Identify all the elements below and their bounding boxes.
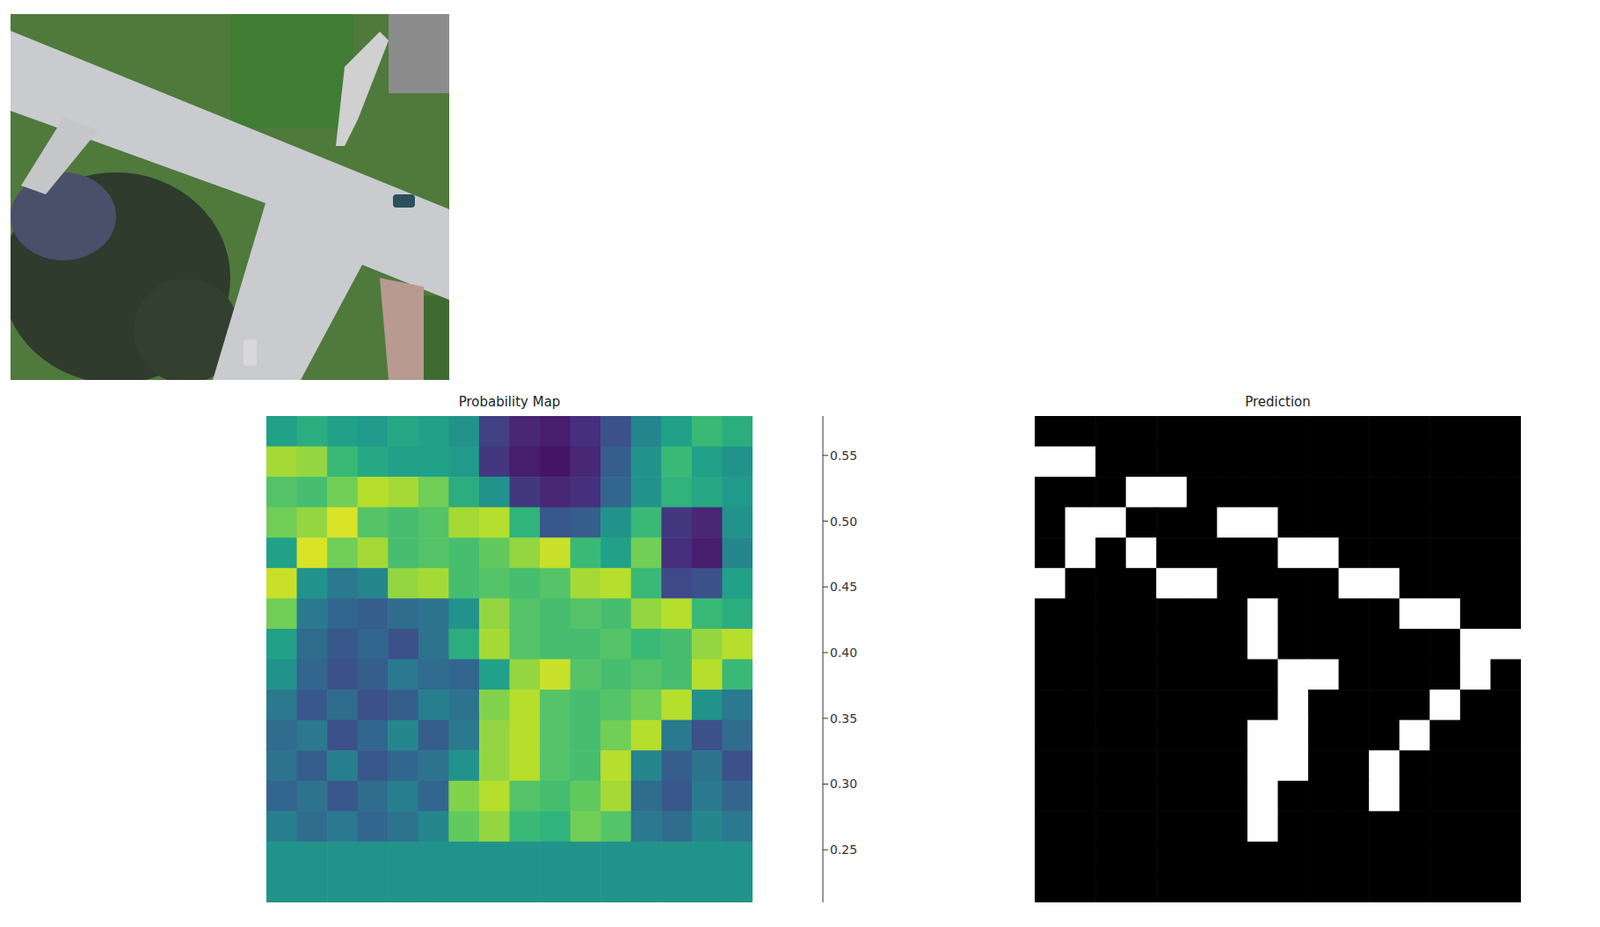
- svg-text:0.50: 0.50: [829, 514, 858, 529]
- svg-text:0.30: 0.30: [829, 776, 858, 791]
- html-text:Prediction: Prediction: [1245, 393, 1311, 410]
- svg-text:0.25: 0.25: [829, 842, 858, 857]
- svg-text:0.45: 0.45: [829, 579, 858, 594]
- html-text:Probability Map: Probability Map: [458, 393, 561, 410]
- svg-text:0.35: 0.35: [829, 711, 858, 726]
- svg-text:0.40: 0.40: [829, 645, 858, 660]
- svg-text:0.55: 0.55: [829, 448, 858, 463]
